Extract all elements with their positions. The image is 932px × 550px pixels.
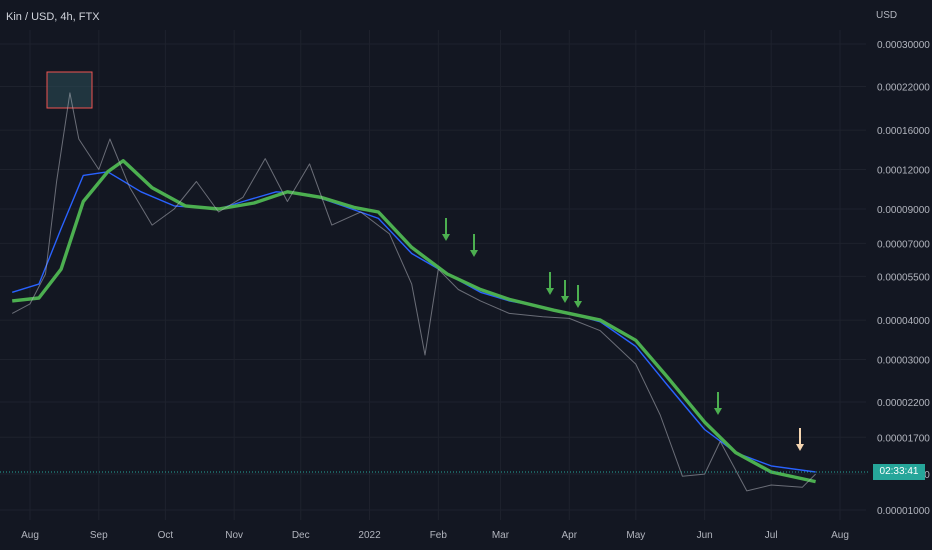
- x-tick-label: Oct: [158, 530, 174, 541]
- x-tick-label: Mar: [492, 530, 510, 541]
- x-axis: Aug Sep Oct Nov Dec 2022 Feb Mar Apr May Jun Jul Aug: [21, 530, 849, 541]
- y-tick-label: 0.00002200: [877, 398, 930, 409]
- arrow-head-icon: [470, 250, 478, 257]
- arrow-head-icon: [574, 301, 582, 308]
- y-tick-label: 0.00009000: [877, 205, 930, 216]
- series-line-2: [12, 159, 816, 484]
- grid: [0, 30, 866, 520]
- x-tick-label: May: [626, 530, 645, 541]
- arrow-head-icon: [442, 234, 450, 241]
- x-tick-label: 2022: [358, 530, 381, 541]
- arrow-head-icon: [796, 444, 804, 451]
- x-tick-label: Sep: [90, 530, 108, 541]
- arrow-head-icon: [546, 288, 554, 295]
- y-tick-label: 0.00004000: [877, 316, 930, 327]
- x-tick-label: Jul: [765, 530, 778, 541]
- annotation-arrows: [442, 218, 804, 451]
- y-tick-label: 0.00003000: [877, 355, 930, 366]
- series-line-1: [11, 171, 816, 473]
- highlight-box: [46, 71, 93, 109]
- y-tick-label: 0.00001700: [877, 433, 930, 444]
- x-tick-label: Aug: [831, 530, 849, 541]
- currency-label: USD: [876, 10, 898, 21]
- y-tick-label: 0.00022000: [877, 82, 930, 93]
- y-tick-label: 0.00007000: [877, 239, 930, 250]
- x-tick-label: Aug: [21, 530, 39, 541]
- series-layer: [0, 92, 870, 492]
- x-tick-label: Apr: [561, 530, 577, 541]
- y-axis: 0.00030000 0.00022000 0.00016000 0.00012000…: [877, 40, 930, 517]
- x-tick-label: Feb: [430, 530, 448, 541]
- y-tick-label: 0.00001000: [877, 506, 930, 517]
- arrow-head-icon: [561, 296, 569, 303]
- y-tick-label: 0.00012000: [877, 166, 930, 177]
- series-line-3: [11, 92, 816, 492]
- y-tick-label: 0.00005500: [877, 272, 930, 283]
- y-tick-label: 0.00030000: [877, 40, 930, 51]
- price-tag: 02:33:41: [873, 464, 925, 480]
- symbol-label: Kin / USD, 4h, FTX: [6, 11, 100, 23]
- x-tick-label: Jun: [697, 530, 713, 541]
- x-tick-label: Dec: [292, 530, 310, 541]
- arrow-head-icon: [714, 408, 722, 415]
- y-tick-label: 0.00016000: [877, 126, 930, 137]
- x-tick-label: Nov: [225, 530, 243, 541]
